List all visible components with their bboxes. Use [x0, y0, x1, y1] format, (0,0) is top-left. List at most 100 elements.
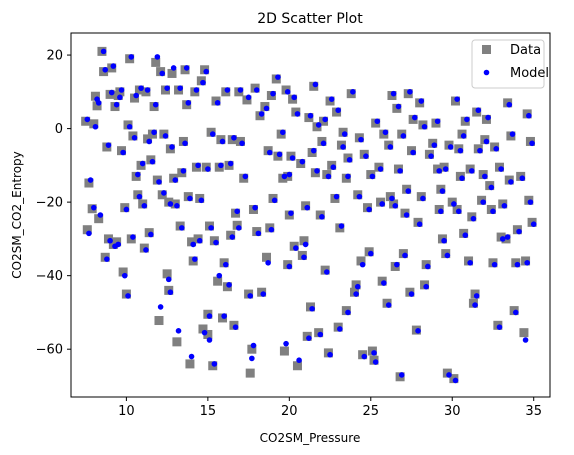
model-point: [253, 87, 260, 93]
model-point: [407, 89, 413, 95]
model-point: [226, 282, 232, 288]
model-point: [247, 293, 254, 299]
model-point: [100, 48, 107, 55]
model-point: [499, 236, 506, 242]
model-point: [156, 179, 162, 185]
model-point: [411, 114, 418, 121]
model-point: [218, 162, 224, 169]
legend-model-marker: [483, 69, 490, 76]
model-point: [231, 134, 237, 141]
legend-model-label: Model: [510, 66, 549, 81]
model-point: [490, 208, 496, 215]
legend-data-marker: [482, 45, 491, 54]
model-point: [146, 138, 153, 145]
model-point: [271, 197, 278, 204]
model-point: [183, 65, 190, 71]
model-point: [117, 94, 123, 101]
model-point: [294, 111, 301, 117]
model-point: [387, 144, 394, 150]
model-point: [232, 324, 239, 330]
model-point: [87, 177, 94, 183]
data-point: [203, 329, 213, 339]
model-point: [193, 87, 200, 93]
model-point: [346, 157, 353, 163]
model-point: [159, 70, 166, 77]
model-point: [296, 357, 302, 364]
model-point: [151, 129, 157, 136]
model-point: [512, 309, 519, 316]
data-point: [167, 68, 177, 78]
model-point: [381, 280, 387, 286]
model-point: [509, 131, 516, 137]
model-point: [118, 87, 125, 93]
model-point: [446, 372, 452, 378]
model-point: [229, 234, 236, 240]
model-point: [444, 252, 451, 259]
model-point: [475, 107, 482, 114]
model-point: [459, 175, 465, 182]
model-point: [418, 98, 425, 104]
model-point: [428, 153, 434, 159]
model-point: [105, 142, 112, 148]
model-point: [133, 92, 139, 99]
model-point: [452, 377, 459, 384]
model-point: [438, 208, 444, 215]
data-point: [90, 91, 100, 101]
model-point: [333, 193, 340, 200]
model-point: [237, 87, 244, 93]
model-point: [162, 133, 169, 139]
model-point: [175, 328, 182, 334]
model-point: [149, 158, 156, 165]
chart-title: 2D Scatter Plot: [257, 11, 363, 27]
model-point: [276, 151, 283, 158]
model-point: [224, 87, 231, 93]
model-point: [341, 131, 348, 137]
model-point: [110, 63, 117, 69]
data-point: [232, 220, 242, 230]
model-point: [92, 123, 99, 130]
model-point: [169, 144, 175, 150]
model-point: [113, 101, 120, 108]
model-point: [397, 168, 403, 174]
model-point: [280, 129, 286, 136]
model-point: [416, 221, 423, 227]
model-point: [323, 269, 330, 275]
model-point: [201, 329, 208, 336]
model-point: [236, 225, 242, 231]
model-point: [209, 131, 216, 137]
model-point: [322, 116, 328, 123]
model-point: [431, 142, 438, 148]
model-point: [154, 54, 161, 60]
model-point: [408, 291, 415, 297]
model-point: [306, 335, 312, 341]
model-point: [451, 201, 457, 207]
model-point: [385, 302, 392, 308]
model-point: [395, 103, 402, 110]
model-point: [423, 283, 429, 290]
model-point: [462, 232, 469, 239]
model-point: [304, 204, 311, 211]
model-point: [180, 168, 187, 174]
y-tick-label: 0: [55, 122, 63, 137]
model-point: [252, 204, 258, 211]
model-point: [95, 100, 102, 106]
model-point: [120, 149, 126, 156]
model-point: [266, 149, 273, 156]
x-tick-label: 30: [444, 404, 461, 419]
model-point: [138, 85, 144, 91]
model-point: [359, 261, 366, 268]
model-point: [130, 234, 136, 240]
data-point: [162, 269, 172, 279]
model-point: [506, 101, 513, 108]
data-point: [519, 328, 529, 338]
model-point: [258, 111, 265, 117]
legend: Data Model: [471, 39, 549, 89]
model-point: [524, 259, 530, 266]
model-point: [206, 313, 213, 319]
model-point: [371, 350, 377, 356]
data-point: [112, 237, 122, 247]
model-point: [314, 168, 320, 174]
plot-area: [81, 46, 537, 384]
model-point: [242, 173, 249, 180]
model-point: [239, 140, 245, 147]
